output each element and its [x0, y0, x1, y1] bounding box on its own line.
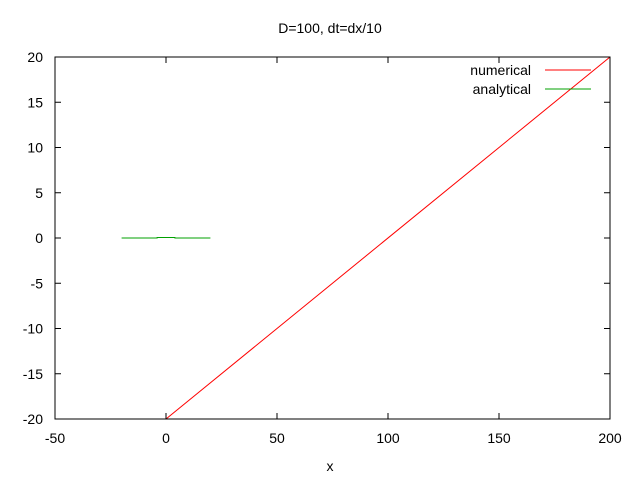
y-tick-label: -10: [23, 321, 43, 337]
x-tick-label: 200: [598, 430, 622, 446]
x-axis-label: x: [327, 458, 334, 474]
legend-label: numerical: [470, 62, 531, 78]
y-axis: -20 -15 -10 -5 0 5 10 15 20: [23, 49, 610, 427]
x-tick-label: 0: [162, 430, 170, 446]
x-tick-label: 150: [487, 430, 511, 446]
y-tick-label: -5: [31, 275, 44, 291]
plot-area: [121, 56, 611, 420]
legend: numerical analytical: [470, 62, 591, 97]
y-tick-label: 10: [27, 140, 43, 156]
y-tick-label: -20: [23, 411, 43, 427]
legend-label: analytical: [473, 81, 531, 97]
x-axis: -50 0 50 100 150 200: [45, 57, 622, 446]
y-tick-label: -15: [23, 366, 43, 382]
x-tick-label: 50: [269, 430, 285, 446]
series-line-numerical: [165, 56, 611, 420]
x-tick-label: 100: [376, 430, 400, 446]
y-tick-label: 5: [35, 185, 43, 201]
y-tick-label: 0: [35, 230, 43, 246]
y-tick-label: 20: [27, 49, 43, 65]
y-tick-label: 15: [27, 94, 43, 110]
x-tick-label: -50: [45, 430, 65, 446]
chart-title: D=100, dt=dx/10: [278, 20, 382, 36]
